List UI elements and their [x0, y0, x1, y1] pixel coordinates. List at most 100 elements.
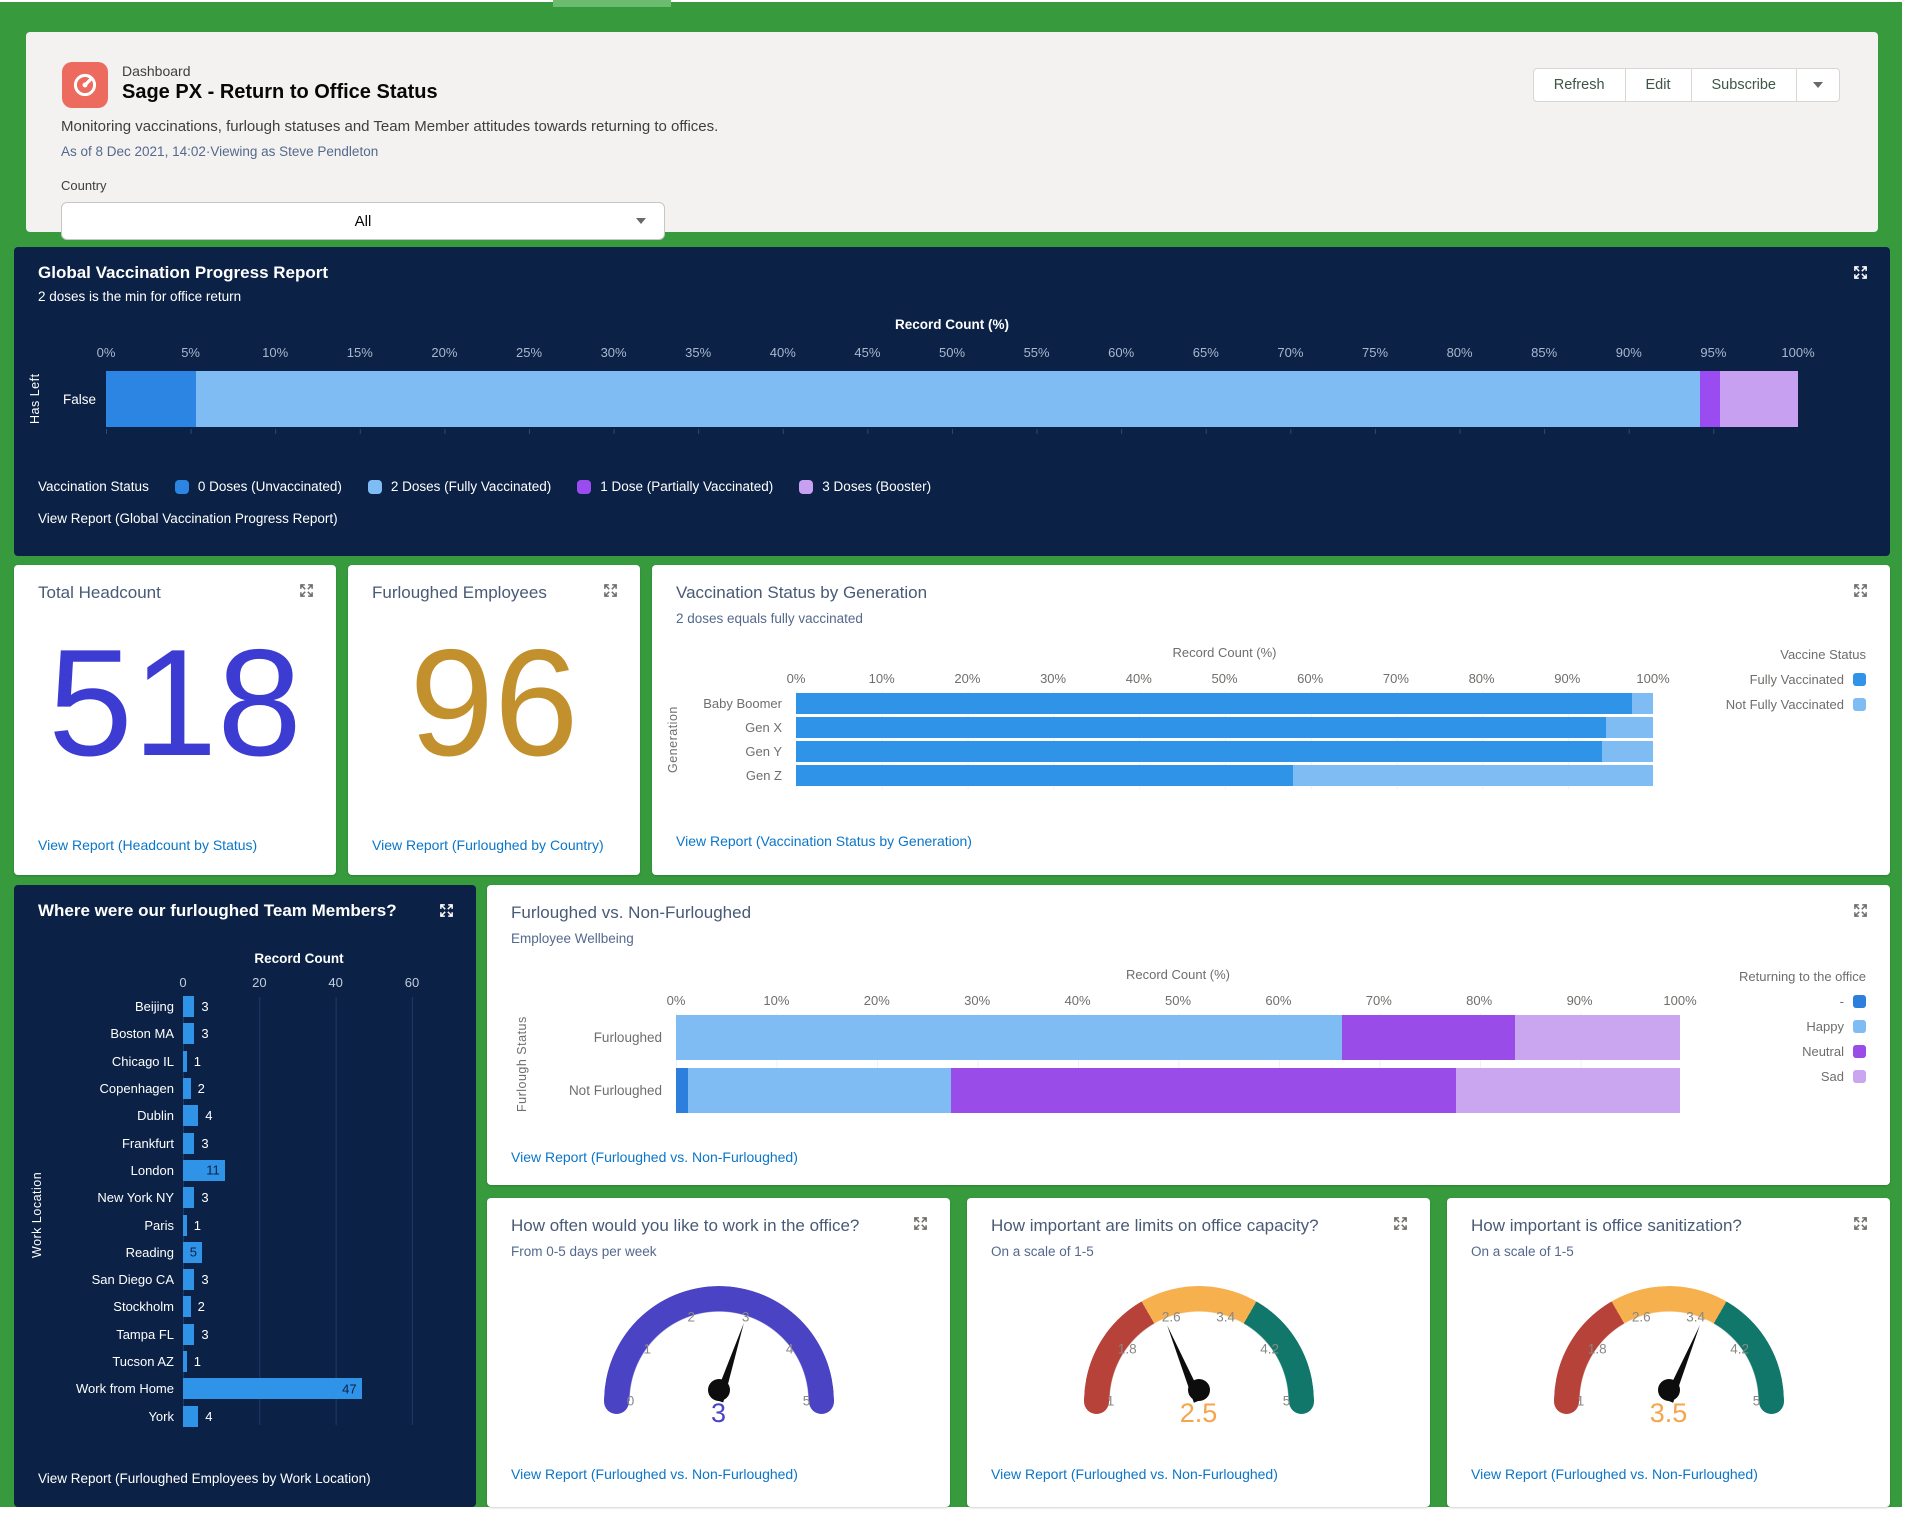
axis-tick: 50%	[1211, 671, 1237, 686]
expand-icon[interactable]	[439, 903, 454, 923]
dashboard-header: Dashboard Sage PX - Return to Office Sta…	[26, 32, 1878, 232]
x-axis-title: Record Count	[169, 951, 429, 966]
gauge-value: 3.5	[1554, 1398, 1784, 1429]
expand-icon[interactable]	[1853, 903, 1868, 923]
bar-value: 11	[206, 1163, 220, 1178]
expand-icon[interactable]	[1393, 1216, 1408, 1236]
bar-row: False	[14, 371, 1890, 427]
view-report-link[interactable]: View Report (Global Vaccination Progress…	[38, 511, 338, 526]
card-subtitle: On a scale of 1-5	[991, 1244, 1094, 1259]
gauge-tick-label: 1.8	[1588, 1342, 1607, 1357]
legend-item: 2 Doses (Fully Vaccinated)	[368, 479, 551, 494]
headcount-value: 518	[14, 627, 336, 779]
view-report-link[interactable]: View Report (Headcount by Status)	[38, 837, 257, 853]
bar-segment	[183, 1051, 187, 1072]
bar-segment	[196, 371, 1700, 427]
card-subtitle: From 0-5 days per week	[511, 1244, 657, 1259]
legend-item: Happy	[1806, 1019, 1866, 1034]
category-label: Boston MA	[14, 1026, 174, 1041]
gauge-glyph	[71, 71, 99, 99]
bar-row: Gen X	[652, 717, 1890, 738]
card-subtitle: 2 doses equals fully vaccinated	[676, 611, 863, 626]
bar-row: Not Furloughed	[487, 1068, 1890, 1113]
legend-label: Happy	[1806, 1019, 1844, 1034]
more-actions-button[interactable]	[1797, 68, 1840, 102]
panel-title: Global Vaccination Progress Report	[38, 263, 328, 283]
card-title: Furloughed Employees	[372, 583, 547, 603]
chevron-down-icon	[1813, 82, 1823, 88]
page-description: Monitoring vaccinations, furlough status…	[61, 118, 718, 135]
x-axis-title: Record Count (%)	[676, 967, 1680, 982]
vaccination-by-generation-card: Vaccination Status by Generation 2 doses…	[652, 565, 1890, 875]
legend-label: Neutral	[1802, 1044, 1844, 1059]
bar-segment	[1293, 765, 1653, 786]
bar-row: Frankfurt3	[14, 1129, 476, 1156]
y-axis-label: Work Location	[30, 1085, 44, 1345]
legend-swatch	[577, 480, 591, 494]
expand-icon[interactable]	[603, 583, 618, 603]
category-label: Furloughed	[487, 1030, 662, 1045]
axis-tick: 50%	[1165, 993, 1191, 1008]
expand-icon[interactable]	[913, 1216, 928, 1236]
bar-segment	[183, 1269, 194, 1290]
legend-swatch	[1853, 698, 1866, 711]
axis-tick: 25%	[516, 345, 542, 360]
gauge-tick-label: 3	[742, 1310, 750, 1325]
subscribe-button[interactable]: Subscribe	[1692, 68, 1797, 102]
view-report-link[interactable]: View Report (Furloughed by Country)	[372, 837, 604, 853]
axis-tick: 30%	[964, 993, 990, 1008]
axis-tick: 80%	[1466, 993, 1492, 1008]
expand-icon[interactable]	[299, 583, 314, 603]
bar-segment	[183, 1023, 194, 1044]
view-report-link[interactable]: View Report (Furloughed vs. Non-Furlough…	[1471, 1466, 1758, 1482]
x-axis-ticks: 0%10%20%30%40%50%60%70%80%90%100%	[796, 671, 1653, 687]
legend-item: Neutral	[1802, 1044, 1866, 1059]
expand-icon[interactable]	[1853, 1216, 1868, 1236]
country-filter-select[interactable]: All	[61, 202, 665, 240]
dashboard-icon	[62, 62, 108, 108]
bar-row: Tucson AZ1	[14, 1348, 476, 1375]
bar-row: Paris1	[14, 1211, 476, 1238]
bar-chart: Beijing3Boston MA3Chicago IL1Copenhagen2…	[14, 993, 476, 1430]
expand-icon[interactable]	[1853, 583, 1868, 603]
country-filter-label: Country	[61, 178, 107, 193]
card-subtitle: On a scale of 1-5	[1471, 1244, 1574, 1259]
axis-tick: 100%	[1663, 993, 1696, 1008]
gauge-chart: 11.82.63.44.25 3.5	[1554, 1286, 1784, 1420]
bar-segment	[951, 1068, 1456, 1113]
bar-segment	[183, 1324, 194, 1345]
bar-segment	[183, 1105, 198, 1126]
card-subtitle: Employee Wellbeing	[511, 931, 634, 946]
axis-tick: 65%	[1193, 345, 1219, 360]
view-report-link[interactable]: View Report (Furloughed vs. Non-Furlough…	[991, 1466, 1278, 1482]
expand-icon[interactable]	[1853, 265, 1868, 285]
view-report-link[interactable]: View Report (Furloughed Employees by Wor…	[38, 1471, 371, 1486]
view-report-link[interactable]: View Report (Furloughed vs. Non-Furlough…	[511, 1149, 798, 1165]
bar-value: 3	[201, 1190, 208, 1205]
gauge-chart: 012345 3	[604, 1286, 834, 1420]
axis-tick: 55%	[1024, 345, 1050, 360]
page-title: Sage PX - Return to Office Status	[122, 81, 438, 104]
axis-tick: 100%	[1636, 671, 1669, 686]
edit-button[interactable]: Edit	[1626, 68, 1692, 102]
legend-swatch	[799, 480, 813, 494]
bar-segment	[676, 1068, 688, 1113]
view-report-link[interactable]: View Report (Furloughed vs. Non-Furlough…	[511, 1466, 798, 1482]
global-vaccination-panel: Global Vaccination Progress Report 2 dos…	[14, 247, 1890, 556]
view-report-link[interactable]: View Report (Vaccination Status by Gener…	[676, 833, 972, 849]
bar-segment	[1342, 1015, 1516, 1060]
refresh-button[interactable]: Refresh	[1533, 68, 1626, 102]
axis-tick: 0	[179, 975, 186, 990]
legend-swatch	[1853, 995, 1866, 1008]
bar-segment	[106, 371, 196, 427]
bar-value: 1	[194, 1354, 201, 1369]
axis-tick: 10%	[262, 345, 288, 360]
bar-value: 1	[194, 1218, 201, 1233]
legend-label: Not Fully Vaccinated	[1726, 697, 1844, 712]
bar-row: Dublin4	[14, 1102, 476, 1129]
legend-label: Fully Vaccinated	[1750, 672, 1844, 687]
legend-item: Sad	[1821, 1069, 1866, 1084]
bar-segment: 11	[183, 1160, 225, 1181]
gauge-tick-label: 2.6	[1162, 1310, 1181, 1325]
axis-tick: 80%	[1469, 671, 1495, 686]
